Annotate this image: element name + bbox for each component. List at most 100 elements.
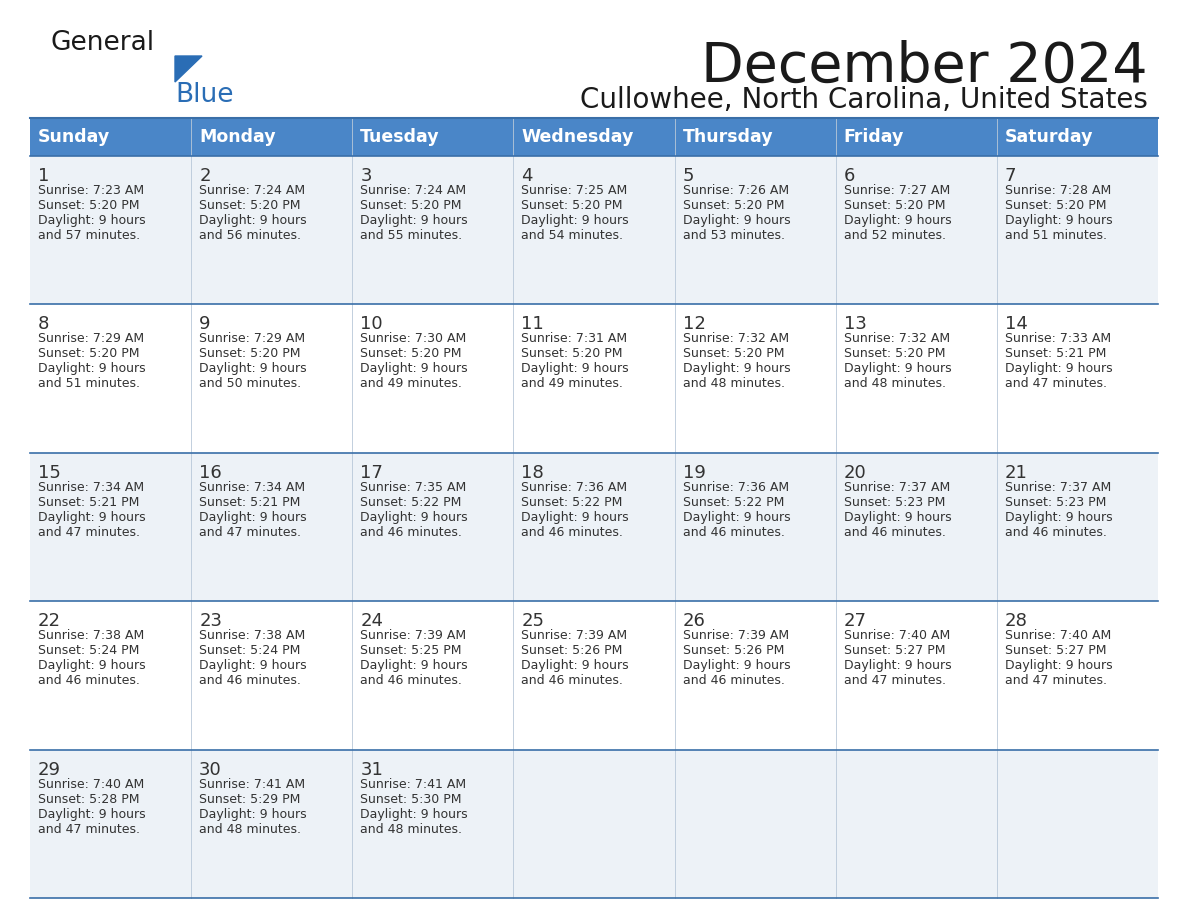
Text: Sunrise: 7:41 AM: Sunrise: 7:41 AM xyxy=(360,778,467,790)
Text: 25: 25 xyxy=(522,612,544,630)
Text: Cullowhee, North Carolina, United States: Cullowhee, North Carolina, United States xyxy=(580,86,1148,114)
Text: Monday: Monday xyxy=(200,128,276,146)
Text: Blue: Blue xyxy=(175,82,234,108)
Text: 23: 23 xyxy=(200,612,222,630)
Text: General: General xyxy=(50,30,154,56)
Text: 20: 20 xyxy=(843,464,866,482)
Text: and 47 minutes.: and 47 minutes. xyxy=(843,674,946,688)
Text: Daylight: 9 hours: Daylight: 9 hours xyxy=(522,214,630,227)
Text: 2: 2 xyxy=(200,167,210,185)
Text: Daylight: 9 hours: Daylight: 9 hours xyxy=(1005,510,1112,524)
Text: Sunset: 5:20 PM: Sunset: 5:20 PM xyxy=(522,347,623,361)
Text: Sunrise: 7:24 AM: Sunrise: 7:24 AM xyxy=(360,184,467,197)
Text: Sunrise: 7:34 AM: Sunrise: 7:34 AM xyxy=(200,481,305,494)
Text: Sunset: 5:26 PM: Sunset: 5:26 PM xyxy=(683,644,784,657)
Text: Sunrise: 7:37 AM: Sunrise: 7:37 AM xyxy=(843,481,950,494)
Text: 3: 3 xyxy=(360,167,372,185)
Text: and 50 minutes.: and 50 minutes. xyxy=(200,377,302,390)
Text: Daylight: 9 hours: Daylight: 9 hours xyxy=(843,363,952,375)
Text: 10: 10 xyxy=(360,316,383,333)
Text: Daylight: 9 hours: Daylight: 9 hours xyxy=(360,510,468,524)
Text: Daylight: 9 hours: Daylight: 9 hours xyxy=(360,659,468,672)
Text: Daylight: 9 hours: Daylight: 9 hours xyxy=(843,510,952,524)
Bar xyxy=(30,305,1158,453)
Text: Sunrise: 7:31 AM: Sunrise: 7:31 AM xyxy=(522,332,627,345)
Text: 4: 4 xyxy=(522,167,533,185)
Text: Wednesday: Wednesday xyxy=(522,128,634,146)
Text: Sunset: 5:23 PM: Sunset: 5:23 PM xyxy=(1005,496,1106,509)
Text: 7: 7 xyxy=(1005,167,1017,185)
Text: and 51 minutes.: and 51 minutes. xyxy=(38,377,140,390)
Text: Daylight: 9 hours: Daylight: 9 hours xyxy=(200,363,307,375)
Text: 27: 27 xyxy=(843,612,867,630)
Text: Sunset: 5:21 PM: Sunset: 5:21 PM xyxy=(200,496,301,509)
Text: Sunrise: 7:40 AM: Sunrise: 7:40 AM xyxy=(843,629,950,643)
Text: Daylight: 9 hours: Daylight: 9 hours xyxy=(522,363,630,375)
Text: and 48 minutes.: and 48 minutes. xyxy=(360,823,462,835)
Text: Sunset: 5:27 PM: Sunset: 5:27 PM xyxy=(843,644,946,657)
Text: 9: 9 xyxy=(200,316,210,333)
Text: Sunrise: 7:32 AM: Sunrise: 7:32 AM xyxy=(843,332,950,345)
Text: Sunset: 5:23 PM: Sunset: 5:23 PM xyxy=(843,496,946,509)
Text: Sunset: 5:20 PM: Sunset: 5:20 PM xyxy=(200,199,301,212)
Bar xyxy=(30,750,1158,898)
Text: Daylight: 9 hours: Daylight: 9 hours xyxy=(38,808,146,821)
Text: and 54 minutes.: and 54 minutes. xyxy=(522,229,624,242)
Text: and 57 minutes.: and 57 minutes. xyxy=(38,229,140,242)
Text: Daylight: 9 hours: Daylight: 9 hours xyxy=(1005,363,1112,375)
Text: 1: 1 xyxy=(38,167,50,185)
Text: and 46 minutes.: and 46 minutes. xyxy=(360,526,462,539)
Text: and 56 minutes.: and 56 minutes. xyxy=(200,229,301,242)
Text: Sunrise: 7:39 AM: Sunrise: 7:39 AM xyxy=(683,629,789,643)
Text: Sunrise: 7:40 AM: Sunrise: 7:40 AM xyxy=(38,778,144,790)
Text: Sunset: 5:24 PM: Sunset: 5:24 PM xyxy=(200,644,301,657)
Text: Daylight: 9 hours: Daylight: 9 hours xyxy=(38,659,146,672)
Text: Sunset: 5:20 PM: Sunset: 5:20 PM xyxy=(683,199,784,212)
Text: 24: 24 xyxy=(360,612,384,630)
Text: Sunset: 5:20 PM: Sunset: 5:20 PM xyxy=(360,199,462,212)
Text: 16: 16 xyxy=(200,464,222,482)
Text: Daylight: 9 hours: Daylight: 9 hours xyxy=(1005,659,1112,672)
Text: Sunrise: 7:23 AM: Sunrise: 7:23 AM xyxy=(38,184,144,197)
Text: Sunset: 5:20 PM: Sunset: 5:20 PM xyxy=(38,347,139,361)
Text: and 48 minutes.: and 48 minutes. xyxy=(200,823,301,835)
Text: and 48 minutes.: and 48 minutes. xyxy=(683,377,784,390)
Text: and 47 minutes.: and 47 minutes. xyxy=(200,526,301,539)
Text: Sunset: 5:24 PM: Sunset: 5:24 PM xyxy=(38,644,139,657)
Text: 6: 6 xyxy=(843,167,855,185)
Text: Sunrise: 7:41 AM: Sunrise: 7:41 AM xyxy=(200,778,305,790)
Text: and 48 minutes.: and 48 minutes. xyxy=(843,377,946,390)
Text: Daylight: 9 hours: Daylight: 9 hours xyxy=(38,363,146,375)
Text: and 46 minutes.: and 46 minutes. xyxy=(38,674,140,688)
Bar xyxy=(30,453,1158,601)
Text: Sunset: 5:21 PM: Sunset: 5:21 PM xyxy=(1005,347,1106,361)
Text: and 47 minutes.: and 47 minutes. xyxy=(1005,674,1107,688)
Text: December 2024: December 2024 xyxy=(701,40,1148,94)
Text: Thursday: Thursday xyxy=(683,128,773,146)
Text: and 51 minutes.: and 51 minutes. xyxy=(1005,229,1107,242)
Text: Daylight: 9 hours: Daylight: 9 hours xyxy=(38,510,146,524)
Text: 29: 29 xyxy=(38,761,61,778)
Text: and 46 minutes.: and 46 minutes. xyxy=(522,526,624,539)
Text: 14: 14 xyxy=(1005,316,1028,333)
Text: and 47 minutes.: and 47 minutes. xyxy=(1005,377,1107,390)
Text: Daylight: 9 hours: Daylight: 9 hours xyxy=(360,808,468,821)
Text: and 49 minutes.: and 49 minutes. xyxy=(360,377,462,390)
Text: 30: 30 xyxy=(200,761,222,778)
Text: Daylight: 9 hours: Daylight: 9 hours xyxy=(1005,214,1112,227)
Text: 22: 22 xyxy=(38,612,61,630)
Text: Sunrise: 7:36 AM: Sunrise: 7:36 AM xyxy=(683,481,789,494)
Text: 5: 5 xyxy=(683,167,694,185)
Text: Sunrise: 7:38 AM: Sunrise: 7:38 AM xyxy=(200,629,305,643)
Text: Sunset: 5:20 PM: Sunset: 5:20 PM xyxy=(843,199,946,212)
Text: Sunset: 5:22 PM: Sunset: 5:22 PM xyxy=(522,496,623,509)
Text: and 53 minutes.: and 53 minutes. xyxy=(683,229,784,242)
Text: Sunset: 5:28 PM: Sunset: 5:28 PM xyxy=(38,792,139,806)
Text: Sunrise: 7:39 AM: Sunrise: 7:39 AM xyxy=(360,629,467,643)
Text: Sunrise: 7:38 AM: Sunrise: 7:38 AM xyxy=(38,629,144,643)
Text: Sunrise: 7:39 AM: Sunrise: 7:39 AM xyxy=(522,629,627,643)
Text: Sunset: 5:27 PM: Sunset: 5:27 PM xyxy=(1005,644,1106,657)
Text: Sunset: 5:29 PM: Sunset: 5:29 PM xyxy=(200,792,301,806)
Text: Daylight: 9 hours: Daylight: 9 hours xyxy=(522,659,630,672)
Text: and 46 minutes.: and 46 minutes. xyxy=(1005,526,1107,539)
